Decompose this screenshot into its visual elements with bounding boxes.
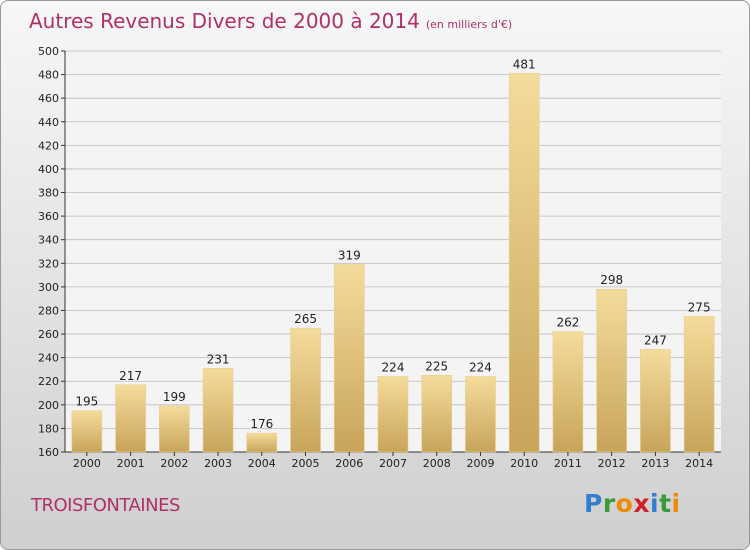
x-tick-label: 2008: [423, 457, 451, 470]
y-tick-label: 400: [38, 163, 59, 176]
bar: [202, 367, 234, 453]
bar-value-label: 481: [513, 57, 536, 71]
bar-value-label: 176: [250, 417, 273, 431]
bar: [333, 264, 365, 453]
x-tick-label: 2010: [510, 457, 538, 470]
logo-letter: t: [659, 489, 672, 518]
y-tick-label: 500: [38, 45, 59, 58]
x-tick-label: 2013: [641, 457, 669, 470]
x-tick-label: 2003: [204, 457, 232, 470]
bar-value-label: 275: [688, 300, 711, 314]
logo-letter: P: [584, 489, 603, 518]
bar: [246, 432, 278, 453]
logo-letter: i: [671, 489, 681, 518]
x-tick-label: 2006: [335, 457, 363, 470]
chart-subtitle: (en milliers d'€): [425, 18, 513, 31]
logo-letter: o: [615, 489, 634, 518]
bar-value-label: 262: [556, 316, 579, 330]
bar: [640, 349, 671, 453]
bar-value-label: 298: [600, 273, 623, 287]
y-tick-label: 220: [38, 375, 59, 388]
y-tick-label: 380: [38, 187, 59, 200]
x-tick-label: 2001: [117, 457, 145, 470]
x-tick-label: 2012: [598, 457, 626, 470]
bar-value-label: 265: [294, 312, 317, 326]
y-tick-label: 440: [38, 116, 59, 129]
bar-value-label: 224: [382, 361, 405, 375]
bar-value-label: 319: [338, 248, 361, 262]
logo-letter: x: [633, 489, 650, 518]
y-tick-label: 480: [38, 69, 59, 82]
bar: [508, 73, 540, 453]
x-tick-label: 2007: [379, 457, 407, 470]
chart-title-block: Autres Revenus Divers de 2000 à 2014 (en …: [29, 9, 512, 33]
bar: [115, 384, 146, 453]
logo-letter: r: [602, 489, 616, 518]
bar: [377, 376, 409, 453]
y-tick-label: 420: [38, 139, 59, 152]
commune-name: TROISFONTAINES: [31, 495, 180, 516]
x-tick-label: 2011: [554, 457, 582, 470]
bar: [421, 375, 453, 453]
bar: [290, 327, 321, 453]
y-tick-label: 320: [38, 257, 59, 270]
y-tick-label: 260: [38, 328, 59, 341]
y-tick-label: 340: [38, 234, 59, 247]
bar: [552, 331, 584, 453]
bar-value-label: 195: [75, 395, 98, 409]
x-tick-label: 2009: [466, 457, 494, 470]
y-tick-label: 160: [38, 446, 59, 459]
y-tick-label: 360: [38, 210, 59, 223]
x-tick-label: 2000: [73, 457, 101, 470]
y-tick-label: 240: [38, 352, 59, 365]
bar: [159, 405, 190, 453]
bar-value-label: 225: [425, 359, 448, 373]
bar-value-label: 231: [207, 352, 230, 366]
bar: [683, 316, 715, 453]
x-tick-label: 2014: [685, 457, 713, 470]
bar-value-label: 217: [119, 369, 142, 383]
bar-value-label: 247: [644, 333, 667, 347]
bar: [71, 410, 103, 453]
chart-title: Autres Revenus Divers de 2000 à 2014: [29, 9, 420, 33]
y-tick-label: 300: [38, 281, 59, 294]
y-tick-label: 280: [38, 304, 59, 317]
bar: [596, 288, 627, 453]
bar: [465, 376, 496, 453]
proxiti-logo: Proxiti: [584, 489, 681, 518]
logo-letter: i: [650, 489, 660, 518]
x-tick-label: 2005: [292, 457, 320, 470]
y-tick-label: 460: [38, 92, 59, 105]
bar-value-label: 224: [469, 361, 492, 375]
bar-value-label: 199: [163, 390, 186, 404]
y-tick-label: 180: [38, 422, 59, 435]
y-tick-label: 200: [38, 399, 59, 412]
x-tick-label: 2002: [160, 457, 188, 470]
x-tick-label: 2004: [248, 457, 276, 470]
